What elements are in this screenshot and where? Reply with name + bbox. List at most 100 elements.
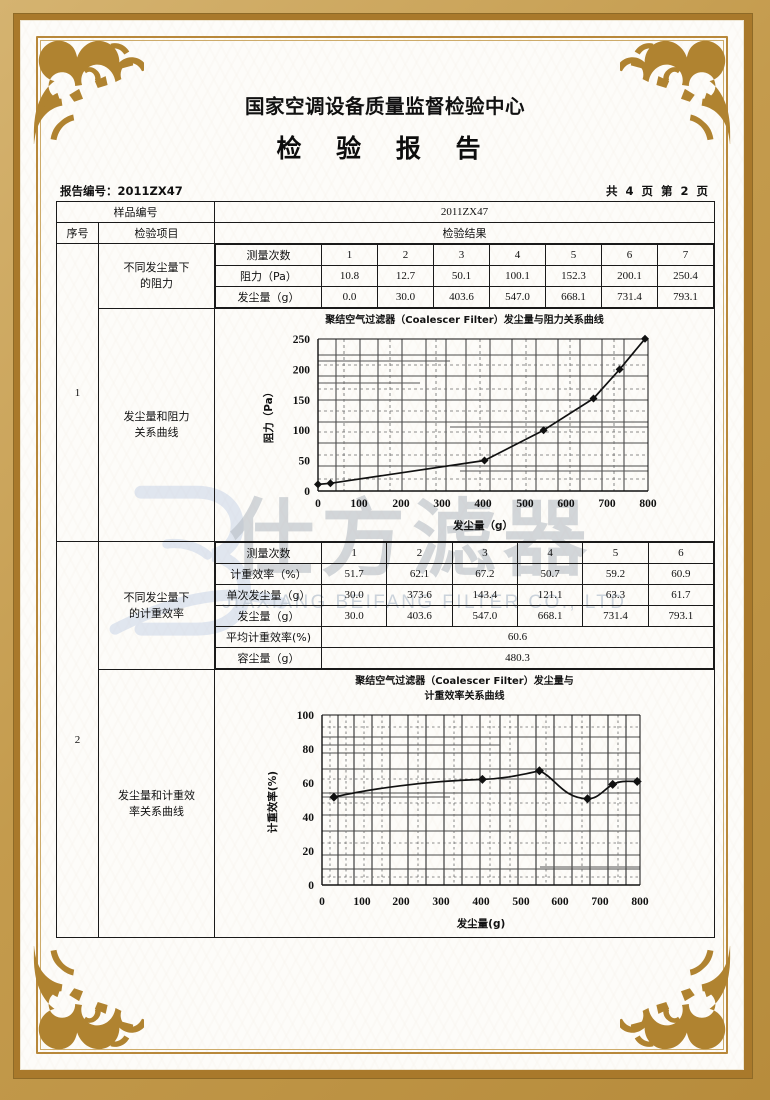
chart-2-plot: 0 20 40 60 80 100 0 100 200 (266, 710, 649, 930)
chart-2-cell: 聚结空气过滤器（Coalescer Filter）发尘量与 计重效率关系曲线 (214, 669, 715, 938)
item-label-1a: 不同发尘量下 的阻力 (98, 243, 215, 309)
cell: 10.8 (321, 265, 378, 287)
cell: 547.0 (451, 605, 518, 627)
grid-row-resistance: 阻力（Pa） 10.8 12.7 50.1 100.1 152.3 200.1 … (215, 265, 714, 287)
item-label-1b: 发尘量和阻力 关系曲线 (98, 308, 215, 542)
svg-text:40: 40 (302, 812, 314, 824)
cell: 6 (601, 244, 658, 266)
cell: 62.1 (386, 563, 453, 585)
cell: 50.1 (433, 265, 490, 287)
svg-text:100: 100 (296, 710, 314, 722)
item-label-1a-line1: 不同发尘量下 (123, 261, 190, 275)
cell: 250.4 (657, 265, 714, 287)
svg-text:500: 500 (516, 498, 534, 510)
svg-text:0: 0 (315, 498, 321, 510)
report-content: 国家空调设备质量监督检验中心 检 验 报 告 报告编号：2011ZX47 共 4… (56, 54, 715, 1044)
item-label-2a: 不同发尘量下 的计重效率 (98, 541, 215, 670)
item-label-2b: 发尘量和计重效 率关系曲线 (98, 669, 215, 938)
cell: 547.0 (489, 286, 546, 308)
cell: 152.3 (545, 265, 602, 287)
page-title: 检 验 报 告 (276, 134, 494, 163)
table-row-1-chart: 发尘量和阻力 关系曲线 聚结空气过滤器（Coalescer Filter）发尘量… (57, 308, 715, 542)
svg-text:700: 700 (598, 498, 616, 510)
cell: 3 (433, 244, 490, 266)
cell: 50.7 (516, 563, 584, 585)
item-label-1a-line2: 的阻力 (140, 277, 173, 290)
column-header-result: 检验结果 (214, 222, 715, 244)
cell: 63.3 (582, 584, 649, 606)
chart-1: 聚结空气过滤器（Coalescer Filter）发尘量与阻力关系曲线 (216, 313, 713, 539)
grid-row-measurement-count: 测量次数 1 2 3 4 5 6 (215, 542, 715, 564)
item-label-2b-line2: 率关系曲线 (129, 804, 184, 818)
item-label-2a-line2: 的计重效率 (129, 606, 184, 620)
svg-text:50: 50 (298, 456, 310, 468)
svg-text:150: 150 (292, 395, 310, 407)
cell: 59.2 (582, 563, 649, 585)
gold-border-rule (36, 36, 728, 1054)
cell: 403.6 (386, 605, 453, 627)
chart-2: 聚结空气过滤器（Coalescer Filter）发尘量与 计重效率关系曲线 (216, 674, 713, 935)
resistance-grid-cell: 测量次数 1 2 3 4 5 6 7 阻力（Pa） (214, 243, 715, 309)
chart-1-plot: 0 50 100 150 200 250 0 100 (262, 334, 657, 532)
cell: 60.9 (647, 563, 715, 585)
svg-text:100: 100 (292, 425, 310, 437)
cell: 5 (545, 244, 602, 266)
cell: 731.4 (582, 605, 649, 627)
grid-row-dust: 发尘量（g） 0.0 30.0 403.6 547.0 668.1 731.4 … (215, 286, 714, 308)
cell: 200.1 (601, 265, 658, 287)
chart-2-title-line1: 聚结空气过滤器（Coalescer Filter）发尘量与 (355, 676, 574, 687)
cell: 731.4 (601, 286, 658, 308)
cell: 4 (516, 542, 584, 564)
svg-text:80: 80 (302, 744, 314, 756)
sample-no-label: 样品编号 (56, 201, 215, 223)
cell: 51.7 (320, 563, 388, 585)
grid-row-dust-capacity: 容尘量（g） 480.3 (215, 647, 714, 669)
sample-no-value: 2011ZX47 (214, 201, 715, 223)
resistance-grid: 测量次数 1 2 3 4 5 6 7 阻力（Pa） (215, 244, 714, 308)
report-number: 报告编号：2011ZX47 (60, 184, 183, 198)
chart-2-title-line2: 计重效率关系曲线 (424, 691, 505, 702)
cell: 30.0 (377, 286, 434, 308)
cell: 403.6 (433, 286, 490, 308)
svg-text:200: 200 (392, 498, 410, 510)
page-indicator: 共 4 页 第 2 页 (605, 184, 710, 198)
efficiency-grid-cell: 测量次数 1 2 3 4 5 6 计重效率（%） 51.7 (214, 541, 715, 670)
cell: 3 (451, 542, 518, 564)
row-index-2: 2 (56, 541, 99, 938)
cell: 793.1 (657, 286, 714, 308)
svg-text:100: 100 (350, 498, 368, 510)
cell: 0.0 (321, 286, 378, 308)
grid-row-average-efficiency: 平均计重效率(%) 60.6 (215, 626, 714, 648)
row-header-single-dust: 单次发尘量（g） (215, 584, 322, 606)
cell: 1 (321, 244, 378, 266)
svg-text:0: 0 (304, 486, 310, 498)
chart-1-data-points (313, 334, 649, 489)
row-index-1: 1 (56, 243, 99, 542)
cell: 5 (582, 542, 649, 564)
table-row-sample-no: 样品编号 2011ZX47 (56, 201, 715, 223)
svg-text:300: 300 (433, 498, 451, 510)
table-row-header: 序号 检验项目 检验结果 (56, 222, 715, 244)
grid-row-efficiency: 计重效率（%） 51.7 62.1 67.2 50.7 59.2 60.9 (215, 563, 715, 585)
cell: 2 (377, 244, 434, 266)
item-label-1b-line2: 关系曲线 (134, 426, 179, 439)
chart-2-data-points (328, 766, 642, 804)
table-row-2-chart: 发尘量和计重效 率关系曲线 聚结空气过滤器（Coalescer Filter）发… (57, 669, 715, 938)
cell: 30.0 (320, 605, 388, 627)
svg-text:600: 600 (551, 896, 569, 908)
svg-text:300: 300 (432, 896, 450, 908)
row-header-dust: 发尘量（g） (215, 605, 322, 627)
chart-2-ylabel: 计重效率(%) (266, 771, 279, 833)
cell: 12.7 (377, 265, 434, 287)
svg-text:200: 200 (292, 364, 310, 376)
svg-text:100: 100 (353, 896, 371, 908)
row-header-efficiency: 计重效率（%） (215, 563, 322, 585)
cell: 100.1 (489, 265, 546, 287)
cell: 7 (657, 244, 714, 266)
svg-text:400: 400 (474, 498, 492, 510)
cell: 668.1 (516, 605, 584, 627)
cell: 4 (489, 244, 546, 266)
cell: 1 (320, 542, 388, 564)
svg-text:250: 250 (292, 334, 310, 346)
chart-2-title: 聚结空气过滤器（Coalescer Filter）发尘量与 计重效率关系曲线 (216, 674, 713, 704)
